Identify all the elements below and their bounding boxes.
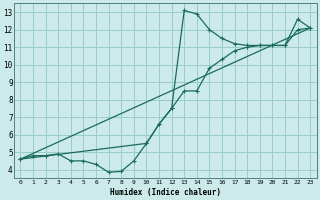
X-axis label: Humidex (Indice chaleur): Humidex (Indice chaleur) (110, 188, 221, 197)
